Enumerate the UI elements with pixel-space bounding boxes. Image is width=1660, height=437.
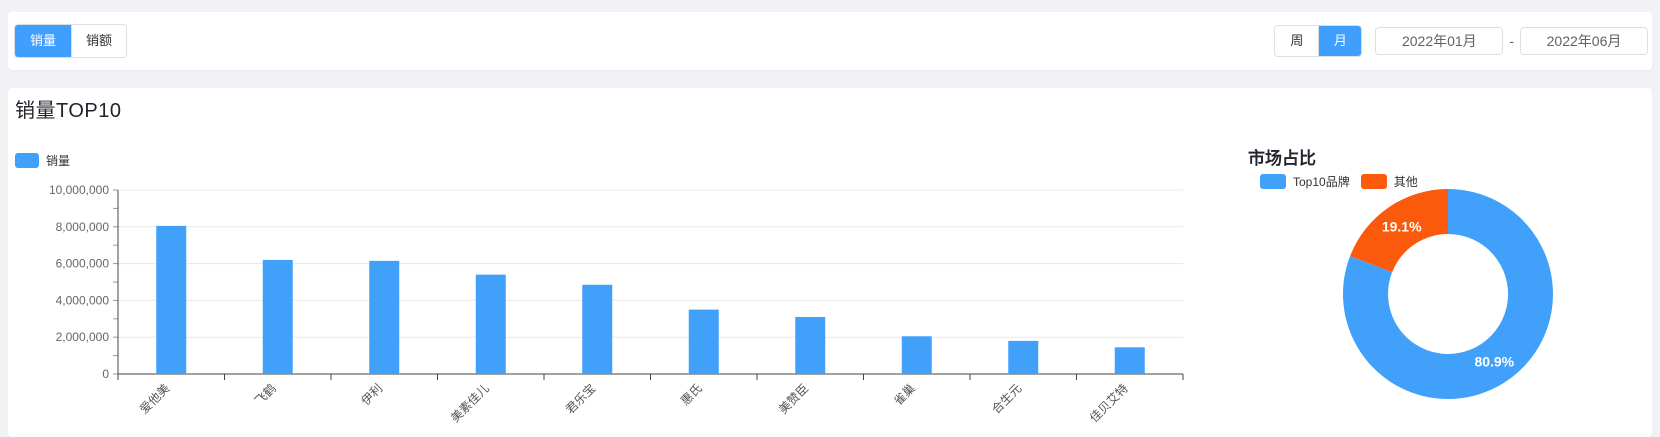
period-toggle-group: 周 月 xyxy=(1274,25,1363,57)
period-filter-cluster: 周 月 2022年01月 - 2022年06月 xyxy=(1274,25,1648,57)
y-tick-label: 6,000,000 xyxy=(56,257,110,271)
pie-legend-item-top10[interactable]: Top10品牌 xyxy=(1260,173,1350,190)
x-tick-label: 飞鹤 xyxy=(251,381,279,409)
x-tick-label: 美赞臣 xyxy=(776,381,811,416)
metric-toggle-group: 销量 销额 xyxy=(14,24,128,58)
date-start-input[interactable]: 2022年01月 xyxy=(1375,27,1504,55)
bar-9[interactable] xyxy=(1114,347,1145,374)
x-tick-label: 爱他美 xyxy=(137,381,172,416)
charts-panel: 销量TOP10 销量 0 2,000,000 4,000,000 6,000,000 8… xyxy=(8,88,1652,437)
metric-toggle-sales-volume[interactable]: 销量 xyxy=(15,25,71,57)
bar-8[interactable] xyxy=(1008,340,1039,374)
y-tick-label: 10,000,000 xyxy=(49,183,109,197)
x-tick-label: 雀巢 xyxy=(891,381,918,408)
x-tick-label: 惠氏 xyxy=(678,381,705,408)
date-range-separator: - xyxy=(1509,33,1514,49)
pie-slice-0[interactable] xyxy=(1342,189,1553,399)
pie-legend-item-other[interactable]: 其他 xyxy=(1360,173,1418,190)
pie-chart-legend: Top10品牌 其他 xyxy=(1260,173,1429,190)
bar-7[interactable] xyxy=(901,336,932,374)
pie-percent-label-0: 80.9% xyxy=(1474,354,1514,370)
page-title: 销量TOP10 xyxy=(15,100,122,122)
bar-4[interactable] xyxy=(582,284,613,374)
period-toggle-month[interactable]: 月 xyxy=(1318,26,1362,56)
x-tick-label: 佳贝艾特 xyxy=(1086,381,1131,426)
metric-toggle-sales-amount[interactable]: 销额 xyxy=(71,25,127,57)
pie-slice-1[interactable] xyxy=(1350,189,1448,273)
bar-chart-legend[interactable]: 销量 xyxy=(15,152,70,169)
x-tick-label: 美素佳儿 xyxy=(448,381,492,425)
pie-chart-title: 市场占比 xyxy=(1248,149,1316,168)
bar-5[interactable] xyxy=(688,309,719,374)
bar-legend-swatch xyxy=(15,153,39,168)
bar-legend-label: 销量 xyxy=(46,154,71,168)
donut-chart-canvas[interactable]: 80.9% 19.1% xyxy=(1333,184,1563,414)
pie-legend-label-other: 其他 xyxy=(1393,175,1418,189)
pie-legend-swatch-other xyxy=(1360,174,1387,189)
bar-3[interactable] xyxy=(475,274,506,374)
y-tick-label: 0 xyxy=(102,367,109,381)
bar-chart-canvas[interactable]: 0 2,000,000 4,000,000 6,000,000 8,000,000 10,… xyxy=(8,178,1228,434)
y-tick-label: 4,000,000 xyxy=(56,293,110,307)
bar-1[interactable] xyxy=(262,259,293,374)
y-tick-label: 2,000,000 xyxy=(56,330,110,344)
x-tick-label: 伊利 xyxy=(358,381,385,408)
bar-6[interactable] xyxy=(795,316,826,374)
pie-legend-label-top10: Top10品牌 xyxy=(1293,175,1350,189)
bar-2[interactable] xyxy=(369,260,400,374)
period-toggle-week[interactable]: 周 xyxy=(1275,26,1319,56)
date-end-input[interactable]: 2022年06月 xyxy=(1520,27,1648,55)
y-tick-label: 8,000,000 xyxy=(56,220,110,234)
filter-toolbar: 销量 销额 周 月 2022年01月 - 2022年06月 xyxy=(8,12,1652,70)
pie-percent-label-1: 19.1% xyxy=(1382,218,1422,234)
pie-legend-swatch-top10 xyxy=(1260,174,1286,189)
bar-0[interactable] xyxy=(156,225,187,374)
x-tick-label: 君乐宝 xyxy=(563,381,598,416)
x-tick-label: 合生元 xyxy=(988,381,1024,417)
